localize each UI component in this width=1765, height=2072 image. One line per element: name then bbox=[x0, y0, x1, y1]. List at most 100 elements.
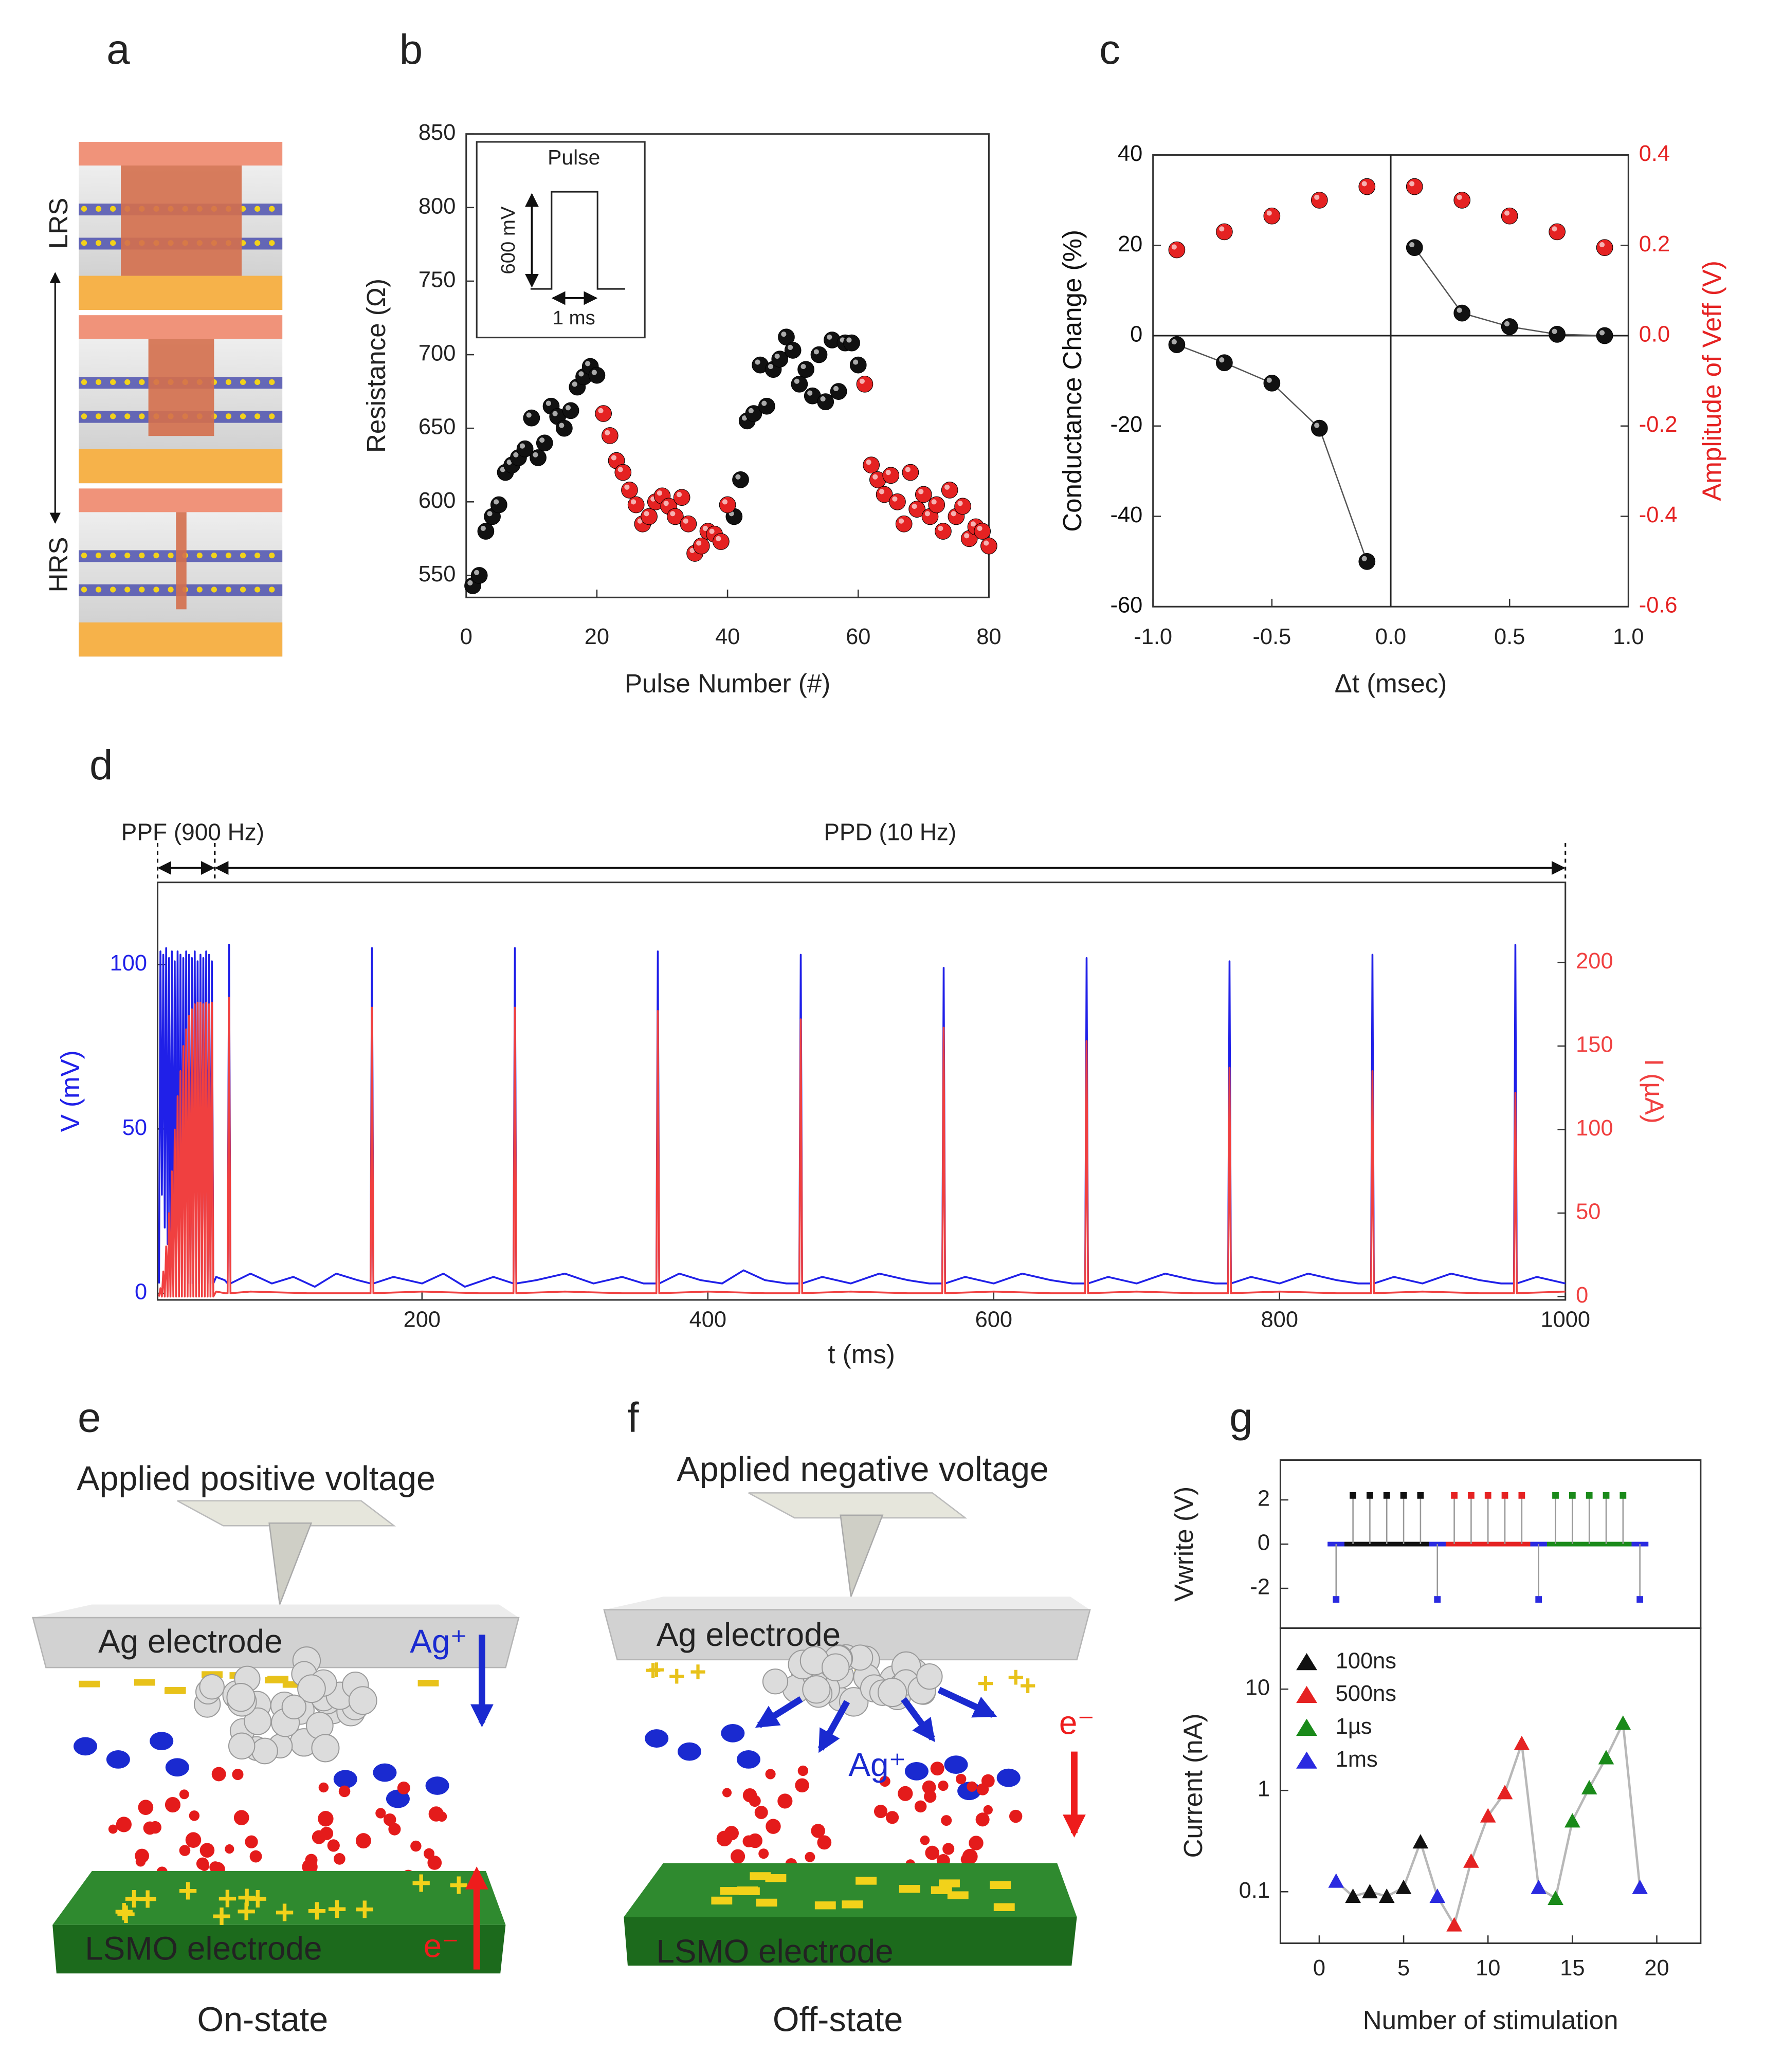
data-point bbox=[830, 383, 847, 400]
electron bbox=[149, 1821, 161, 1834]
charge: + bbox=[327, 1891, 347, 1929]
charge bbox=[79, 1680, 100, 1688]
point-highlight bbox=[898, 518, 904, 524]
legend-label: 500ns bbox=[1336, 1681, 1396, 1706]
electron bbox=[179, 1845, 191, 1856]
top-electrode bbox=[79, 142, 283, 166]
charge bbox=[164, 1688, 186, 1694]
device-illustration: ++++++++++++ bbox=[603, 1492, 1091, 1966]
data-point bbox=[477, 523, 495, 540]
x-tick-label: 200 bbox=[404, 1307, 441, 1332]
ion bbox=[165, 1758, 189, 1777]
inset-title: Pulse bbox=[548, 145, 600, 169]
charge bbox=[842, 1900, 863, 1909]
data-point bbox=[1362, 1883, 1378, 1899]
point-highlight bbox=[1599, 242, 1605, 248]
data-point bbox=[530, 449, 547, 466]
data-point bbox=[562, 402, 579, 419]
electron bbox=[225, 1844, 234, 1854]
y2-tick-label: 0.2 bbox=[1639, 232, 1670, 256]
legend-marker bbox=[1296, 1751, 1317, 1769]
atom bbox=[139, 586, 145, 593]
panel-label: c bbox=[1099, 26, 1120, 73]
point-highlight bbox=[859, 378, 865, 384]
inset-label: 600 mV bbox=[497, 206, 519, 274]
x-axis-label: t (ms) bbox=[828, 1340, 895, 1369]
electron bbox=[941, 1815, 952, 1826]
electron bbox=[925, 1845, 939, 1860]
charge bbox=[417, 1680, 439, 1686]
data-point bbox=[797, 361, 814, 378]
y2-tick-label: -0.4 bbox=[1639, 503, 1678, 527]
data-point bbox=[1358, 553, 1376, 570]
point-highlight bbox=[1171, 244, 1177, 250]
y-axis-label: V (mV) bbox=[56, 1050, 85, 1132]
scene-title: Applied negative voltage bbox=[677, 1451, 1049, 1489]
probe-arm bbox=[748, 1492, 968, 1519]
carrier-label: e⁻ bbox=[1059, 1704, 1095, 1741]
point-highlight bbox=[964, 533, 970, 539]
data-point bbox=[791, 375, 808, 393]
data-point bbox=[732, 471, 749, 488]
top-electrode bbox=[603, 1609, 1091, 1661]
carrier-label: e⁻ bbox=[424, 1928, 459, 1965]
y-tick-label: 750 bbox=[418, 267, 456, 292]
x-tick-label: -0.5 bbox=[1252, 625, 1291, 649]
data-point bbox=[1552, 1492, 1559, 1499]
data-point bbox=[1581, 1780, 1597, 1795]
x-tick-label: 40 bbox=[715, 625, 740, 649]
silver-atom bbox=[281, 1694, 307, 1720]
data-point bbox=[588, 366, 606, 384]
point-highlight bbox=[1457, 307, 1462, 313]
top-electrode bbox=[79, 488, 283, 512]
point-highlight bbox=[938, 525, 943, 531]
point-highlight bbox=[905, 467, 911, 472]
y-tick-label: -2 bbox=[1250, 1575, 1270, 1600]
x-tick-label: 0 bbox=[460, 625, 472, 649]
charge: + bbox=[1007, 1661, 1024, 1693]
ion bbox=[425, 1776, 449, 1795]
electron bbox=[811, 1824, 825, 1838]
legend-label: 100ns bbox=[1336, 1648, 1396, 1673]
data-point bbox=[941, 482, 958, 499]
y-tick-label: -60 bbox=[1111, 593, 1143, 618]
data-point bbox=[1311, 419, 1328, 437]
plot-frame bbox=[156, 882, 1567, 1301]
electron bbox=[138, 1800, 154, 1816]
atom bbox=[110, 553, 116, 559]
data-point bbox=[680, 515, 697, 533]
y-axis-label: Resistance (Ω) bbox=[361, 279, 391, 453]
point-highlight bbox=[533, 452, 538, 457]
atom bbox=[269, 553, 275, 559]
ion bbox=[944, 1755, 968, 1774]
point-highlight bbox=[539, 437, 545, 443]
ion-arrow bbox=[755, 1696, 803, 1728]
atom bbox=[95, 240, 102, 246]
y-tick-label: 800 bbox=[418, 194, 456, 218]
point-highlight bbox=[931, 499, 937, 505]
y-tick-label: 0 bbox=[1258, 1530, 1270, 1555]
data-point bbox=[758, 397, 775, 415]
electron bbox=[874, 1804, 888, 1819]
ion bbox=[736, 1750, 760, 1769]
bottom-electrode bbox=[624, 1917, 1077, 1966]
electron bbox=[338, 1785, 351, 1798]
electron bbox=[199, 1843, 215, 1858]
filament-illustration bbox=[79, 142, 283, 657]
ion bbox=[150, 1732, 174, 1751]
electron bbox=[211, 1767, 226, 1782]
silver-atom bbox=[348, 1686, 377, 1715]
atom bbox=[225, 586, 232, 593]
device-illustration: ++ +++ ++ ++ ++++++ + bbox=[32, 1500, 520, 1974]
data-point bbox=[1564, 1813, 1580, 1828]
atom bbox=[95, 379, 102, 386]
y-tick-label: 550 bbox=[418, 562, 456, 586]
charge: + bbox=[124, 1880, 144, 1918]
point-highlight bbox=[1314, 194, 1320, 200]
y2-tick-label: 0 bbox=[1576, 1283, 1588, 1308]
scene-caption: Off-state bbox=[773, 2001, 903, 2039]
y-tick-label: -20 bbox=[1111, 412, 1143, 437]
point-highlight bbox=[748, 408, 754, 414]
y-tick-label: 600 bbox=[418, 488, 456, 513]
point-highlight bbox=[644, 511, 649, 517]
